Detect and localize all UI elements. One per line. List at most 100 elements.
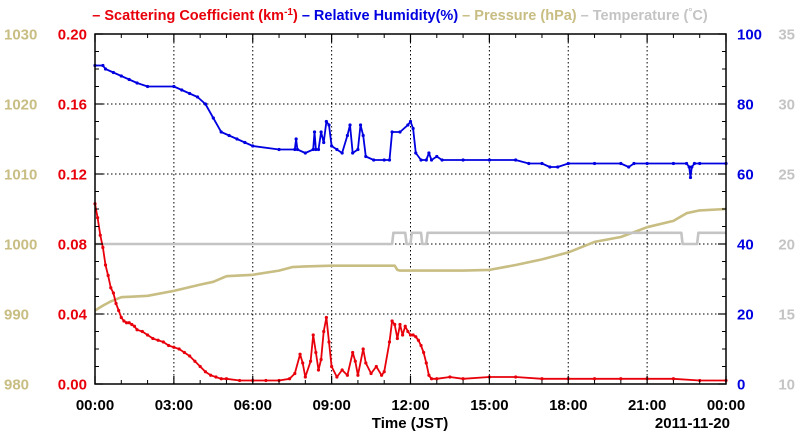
y-tick-label-humidity: 100 bbox=[737, 27, 762, 44]
legend-item: – Temperature ( bbox=[577, 8, 689, 24]
data-point bbox=[180, 88, 184, 92]
data-point bbox=[566, 161, 570, 166]
y-tick-label-temperature: 30 bbox=[778, 97, 795, 114]
data-point bbox=[340, 151, 344, 155]
data-point bbox=[688, 175, 693, 180]
data-point bbox=[627, 165, 631, 169]
data-point bbox=[287, 377, 292, 381]
y-tick-label-humidity: 80 bbox=[737, 97, 754, 114]
data-point bbox=[401, 333, 405, 337]
data-point bbox=[211, 116, 215, 120]
data-point bbox=[440, 158, 444, 162]
data-point bbox=[358, 123, 363, 127]
x-tick-label: 03:00 bbox=[155, 397, 193, 414]
data-point bbox=[209, 373, 213, 377]
x-axis-label: Time (JST) bbox=[372, 415, 448, 432]
data-point bbox=[298, 352, 302, 356]
x-tick-label: 12:00 bbox=[391, 397, 429, 414]
series-line bbox=[94, 203, 726, 382]
data-point bbox=[619, 161, 623, 166]
legend-item: – Relative Humidity(%) bbox=[298, 8, 459, 24]
data-point bbox=[167, 343, 171, 348]
data-point bbox=[322, 140, 326, 145]
data-point bbox=[364, 361, 368, 365]
series-1 bbox=[93, 63, 728, 180]
data-point bbox=[361, 133, 365, 138]
data-point bbox=[487, 158, 491, 162]
x-tick-label: 00:00 bbox=[76, 397, 114, 414]
data-point bbox=[127, 77, 131, 82]
y-tick-label-temperature: 20 bbox=[778, 237, 795, 254]
data-point bbox=[238, 378, 242, 383]
data-point bbox=[335, 375, 339, 379]
data-point bbox=[411, 333, 415, 337]
data-point bbox=[427, 373, 431, 377]
series-line bbox=[95, 64, 726, 179]
data-point bbox=[98, 233, 102, 237]
data-point bbox=[145, 333, 150, 337]
x-tick-label: 18:00 bbox=[549, 397, 587, 414]
data-point bbox=[461, 377, 465, 381]
data-point bbox=[301, 361, 305, 365]
y-tick-label-pressure: 980 bbox=[4, 377, 29, 394]
data-point bbox=[435, 154, 439, 159]
data-point bbox=[429, 377, 434, 381]
data-point bbox=[214, 375, 218, 379]
data-point bbox=[335, 147, 339, 152]
data-point bbox=[264, 378, 268, 383]
data-point bbox=[316, 368, 321, 372]
data-point bbox=[361, 347, 365, 351]
data-point bbox=[203, 370, 208, 374]
y-tick-label-scattering: 0.08 bbox=[58, 237, 87, 254]
y-tick-label-humidity: 40 bbox=[737, 237, 754, 254]
data-point bbox=[435, 377, 439, 381]
data-point bbox=[101, 63, 105, 68]
data-point bbox=[414, 335, 418, 339]
data-point bbox=[514, 158, 518, 162]
data-point bbox=[111, 291, 116, 295]
data-point bbox=[156, 338, 160, 342]
legend-item-sup: -1 bbox=[284, 7, 293, 18]
data-point bbox=[527, 161, 531, 166]
data-point bbox=[348, 123, 352, 127]
data-point bbox=[390, 130, 394, 134]
data-point bbox=[374, 364, 378, 369]
series-layer bbox=[93, 63, 728, 383]
data-point bbox=[295, 147, 300, 152]
y-tick-label-humidity: 0 bbox=[737, 377, 745, 394]
y-tick-label-scattering: 0.00 bbox=[58, 377, 87, 394]
data-point bbox=[422, 350, 426, 355]
data-point bbox=[198, 364, 202, 369]
data-point bbox=[424, 158, 428, 162]
data-point bbox=[294, 137, 298, 141]
legend-text: – Scattering Coefficient (km-1) – Relati… bbox=[92, 7, 708, 25]
data-point bbox=[161, 340, 165, 344]
data-point bbox=[130, 322, 134, 327]
y-tick-label-humidity: 20 bbox=[737, 307, 754, 324]
data-point bbox=[327, 340, 331, 344]
y-tick-label-pressure: 990 bbox=[4, 307, 29, 324]
data-point bbox=[671, 161, 676, 166]
y-tick-label-pressure: 1030 bbox=[4, 27, 37, 44]
data-point bbox=[103, 67, 108, 71]
data-point bbox=[109, 286, 113, 290]
data-point bbox=[592, 377, 597, 381]
data-point bbox=[356, 147, 360, 152]
data-point bbox=[416, 338, 420, 342]
data-point bbox=[135, 81, 139, 85]
data-point bbox=[293, 371, 297, 376]
data-point bbox=[424, 361, 428, 365]
data-point bbox=[314, 147, 318, 152]
x-tick-label: 06:00 bbox=[234, 397, 272, 414]
data-point bbox=[117, 308, 121, 313]
data-point bbox=[351, 350, 355, 355]
data-point bbox=[345, 373, 349, 377]
data-point bbox=[195, 95, 200, 99]
data-point bbox=[372, 158, 376, 162]
data-point bbox=[101, 245, 105, 250]
data-point bbox=[219, 377, 223, 381]
data-point bbox=[548, 165, 552, 169]
legend: – Scattering Coefficient (km-1) – Relati… bbox=[92, 7, 708, 25]
data-point bbox=[540, 377, 544, 381]
data-point bbox=[311, 147, 315, 152]
